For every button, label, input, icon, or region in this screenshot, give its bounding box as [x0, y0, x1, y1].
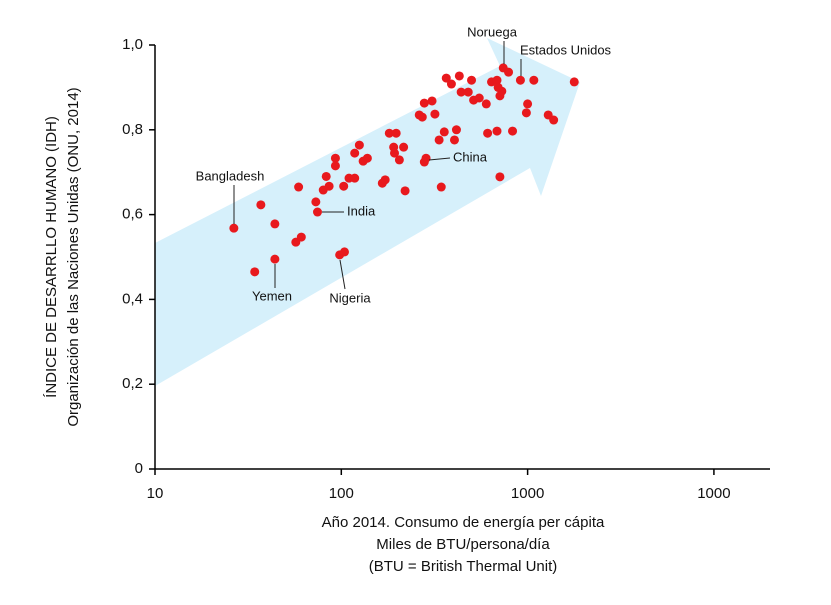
x-axis-label: Miles de BTU/persona/día: [376, 536, 550, 553]
point: [430, 109, 440, 119]
y-axis-label: ÍNDICE DE DESARRLLO HUMANO (IDH): [43, 116, 60, 398]
point: [529, 75, 539, 85]
point: [474, 93, 484, 103]
annotation: India: [347, 203, 376, 218]
point: [493, 82, 503, 92]
point: [451, 125, 461, 135]
point: [454, 71, 464, 81]
annotation: Bangladesh: [196, 168, 265, 183]
y-tick-label: 0,2: [122, 375, 143, 392]
point: [483, 128, 493, 138]
point: [417, 112, 427, 122]
point: [256, 200, 266, 210]
x-axis-label: Año 2014. Consumo de energía per cápita: [322, 514, 605, 531]
point: [515, 75, 525, 85]
annotation: Noruega: [467, 24, 518, 39]
point: [339, 181, 349, 191]
point: [569, 77, 579, 87]
point: [390, 148, 400, 158]
point: [339, 247, 349, 257]
point: [354, 140, 364, 150]
annotation: China: [453, 149, 488, 164]
point: [380, 175, 390, 185]
annotation-leader: [339, 259, 346, 290]
x-tick-label: 10: [147, 485, 164, 502]
point: [521, 108, 531, 118]
point: [523, 99, 533, 109]
point: [400, 186, 410, 196]
point: [419, 98, 429, 108]
point: [419, 157, 429, 167]
point: [456, 87, 466, 97]
point: [350, 173, 360, 183]
point: [427, 96, 437, 106]
point: [399, 142, 409, 152]
y-tick-label: 0,6: [122, 206, 143, 223]
annotation-leader: [428, 157, 451, 161]
point: [436, 182, 446, 192]
y-tick-label: 0,8: [122, 121, 143, 138]
y-axis-label: Organización de las Naciones Unidas (ONU…: [65, 87, 82, 426]
y-tick-label: 1,0: [122, 36, 143, 53]
x-tick-label: 1000: [511, 485, 544, 502]
point: [549, 115, 559, 125]
point: [311, 197, 321, 207]
point: [463, 87, 473, 97]
point: [508, 126, 518, 136]
point: [449, 135, 459, 145]
point: [384, 128, 394, 138]
point: [467, 75, 477, 85]
point: [492, 75, 502, 85]
point: [441, 73, 451, 83]
y-tick-label: 0,4: [122, 290, 143, 307]
x-axis-label: (BTU = British Thermal Unit): [369, 558, 558, 575]
point: [294, 182, 304, 192]
point: [495, 172, 505, 182]
point: [321, 171, 331, 181]
point: [434, 135, 444, 145]
point: [330, 161, 340, 171]
point: [492, 126, 502, 136]
point: [350, 148, 360, 158]
point: [439, 127, 449, 137]
point: [391, 128, 401, 138]
x-tick-label: 100: [329, 485, 354, 502]
point: [270, 219, 280, 229]
point: [481, 99, 491, 109]
annotation: Estados Unidos: [520, 42, 612, 57]
annotation: Yemen: [252, 288, 292, 303]
point: [394, 155, 404, 165]
point: [446, 79, 456, 89]
point: [330, 153, 340, 163]
point: [362, 153, 372, 163]
point: [250, 267, 260, 277]
point: [324, 181, 334, 191]
point: [229, 223, 239, 233]
point: [296, 232, 306, 242]
point: [504, 67, 514, 77]
y-tick-label: 0: [135, 460, 143, 477]
point: [270, 254, 280, 264]
point: [312, 207, 322, 217]
trend-arrow: [155, 38, 580, 386]
x-tick-label: 1000: [697, 485, 730, 502]
annotation: Nigeria: [329, 290, 371, 305]
